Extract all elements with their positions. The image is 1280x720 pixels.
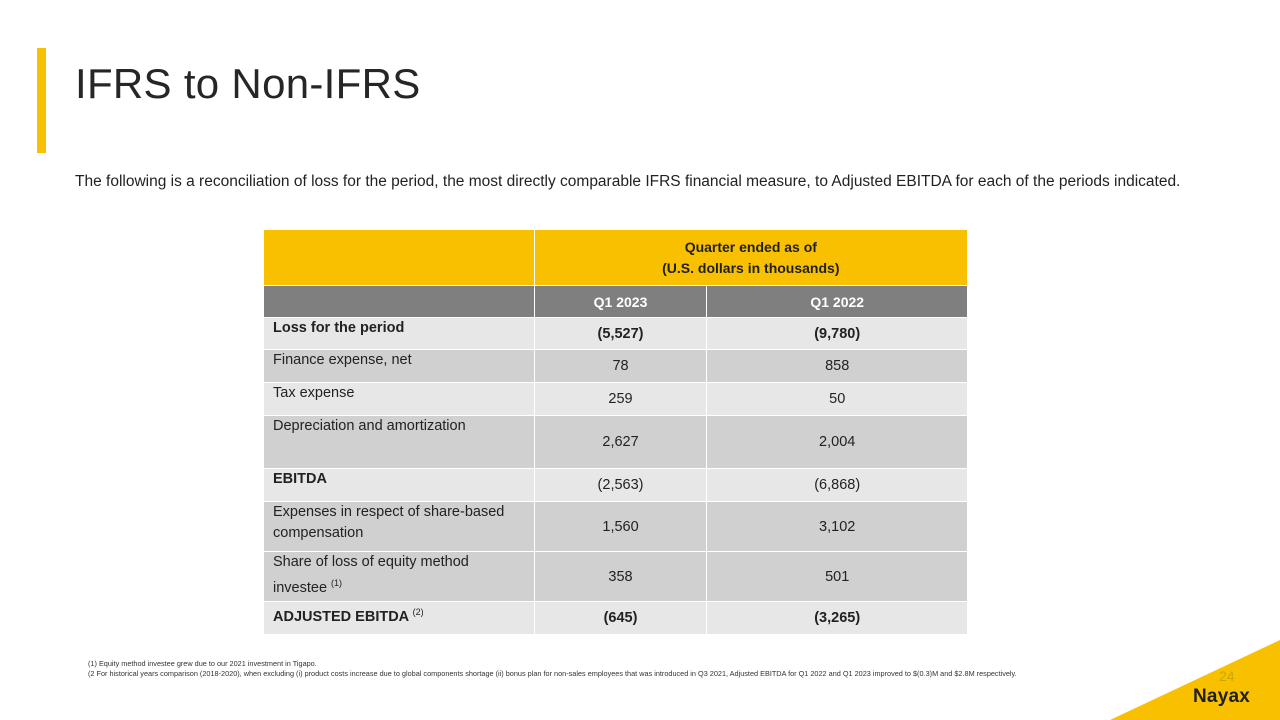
row-label: EBITDA	[263, 468, 535, 502]
table-row-finance-expense: Finance expense, net 78 858	[263, 349, 968, 383]
row-value-q1-2023: (645)	[533, 601, 708, 635]
row-value-q1-2022: (3,265)	[706, 601, 968, 635]
nayax-logo: Nayax	[1193, 686, 1250, 707]
row-value-q1-2023: 1,560	[533, 501, 708, 552]
footnote-1: (1) Equity method investee grew due to o…	[88, 659, 317, 668]
footnote-ref-1: (1)	[331, 578, 343, 588]
header-line-2: (U.S. dollars in thousands)	[662, 259, 840, 276]
column-header-row: Q1 2023 Q1 2022	[263, 285, 968, 318]
footnotes: (1) Equity method investee grew due to o…	[88, 659, 1168, 679]
row-value-q1-2022: 3,102	[706, 501, 968, 552]
row-label: Share of loss of equity method investee …	[263, 551, 535, 602]
row-value-q1-2022: 50	[706, 382, 968, 416]
page-number: 24	[1219, 668, 1235, 684]
page-title: IFRS to Non-IFRS	[75, 60, 421, 107]
table-row-equity-investee: Share of loss of equity method investee …	[263, 551, 968, 602]
table-header-row: Quarter ended as of (U.S. dollars in tho…	[263, 229, 969, 286]
row-value-q1-2023: (5,527)	[533, 317, 708, 350]
reconciliation-table: Quarter ended as of (U.S. dollars in tho…	[263, 229, 969, 635]
row-value-q1-2023: 78	[533, 349, 708, 383]
corner-accent-shape	[1110, 640, 1280, 720]
footnote-2: (2 For historical years comparison (2018…	[88, 669, 1017, 678]
row-label: Tax expense	[263, 382, 535, 416]
row-label: Depreciation and amortization	[263, 415, 535, 469]
row-value-q1-2023: (2,563)	[533, 468, 708, 502]
table-row-ebitda: EBITDA (2,563) (6,868)	[263, 468, 968, 502]
row-label: ADJUSTED EBITDA (2)	[263, 601, 535, 635]
table-row-tax-expense: Tax expense 259 50	[263, 382, 968, 416]
table-row-adjusted-ebitda: ADJUSTED EBITDA (2) (645) (3,265)	[263, 601, 968, 635]
title-accent-bar	[37, 48, 46, 153]
row-label: Loss for the period	[263, 317, 535, 350]
column-header-q1-2022: Q1 2022	[706, 285, 968, 318]
column-header-q1-2023: Q1 2023	[533, 285, 708, 318]
row-value-q1-2022: (6,868)	[706, 468, 968, 502]
row-label: Finance expense, net	[263, 349, 535, 383]
row-value-q1-2023: 259	[533, 382, 708, 416]
table-row-loss: Loss for the period (5,527) (9,780)	[263, 317, 968, 350]
footnote-ref-2: (2)	[412, 607, 424, 617]
row-value-q1-2022: 858	[706, 349, 968, 383]
header-blank-cell	[263, 229, 535, 286]
row-label: Expenses in respect of share-based compe…	[263, 501, 535, 552]
header-period-cell: Quarter ended as of (U.S. dollars in tho…	[533, 229, 969, 286]
table-row-depreciation: Depreciation and amortization 2,627 2,00…	[263, 415, 968, 469]
intro-paragraph: The following is a reconciliation of los…	[75, 173, 1181, 190]
row-value-q1-2023: 2,627	[533, 415, 708, 469]
row-value-q1-2022: (9,780)	[706, 317, 968, 350]
column-header-blank	[263, 285, 535, 318]
row-value-q1-2023: 358	[533, 551, 708, 602]
table-row-share-based-comp: Expenses in respect of share-based compe…	[263, 501, 968, 552]
row-value-q1-2022: 2,004	[706, 415, 968, 469]
header-line-1: Quarter ended as of	[684, 238, 817, 255]
row-value-q1-2022: 501	[706, 551, 968, 602]
